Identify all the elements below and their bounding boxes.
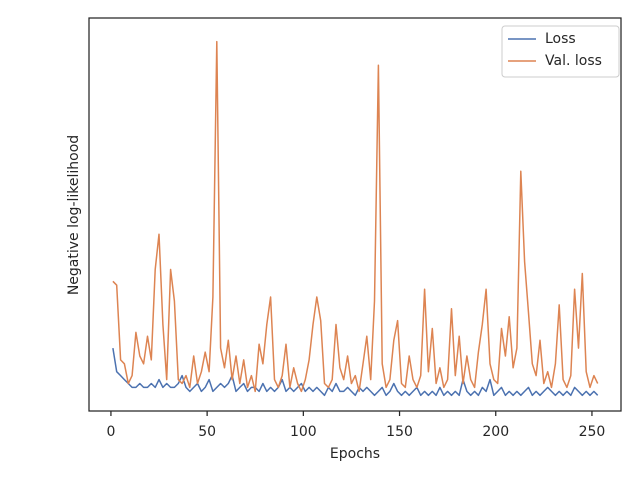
x-tick-label: 100 (290, 424, 317, 440)
plot-frame (88, 17, 622, 412)
x-tick-label: 50 (198, 424, 216, 440)
x-tick-label: 150 (386, 424, 413, 440)
x-axis-label: Epochs (330, 446, 380, 462)
series-line (112, 40, 599, 393)
legend-label: Val. loss (545, 53, 602, 69)
x-tick-label: 0 (106, 424, 115, 440)
series-line (112, 347, 599, 397)
y-axis-label: Negative log-likelihood (66, 135, 82, 295)
legend-label: Loss (545, 31, 576, 47)
x-tick-label: 200 (482, 424, 509, 440)
x-tick-label: 250 (579, 424, 606, 440)
